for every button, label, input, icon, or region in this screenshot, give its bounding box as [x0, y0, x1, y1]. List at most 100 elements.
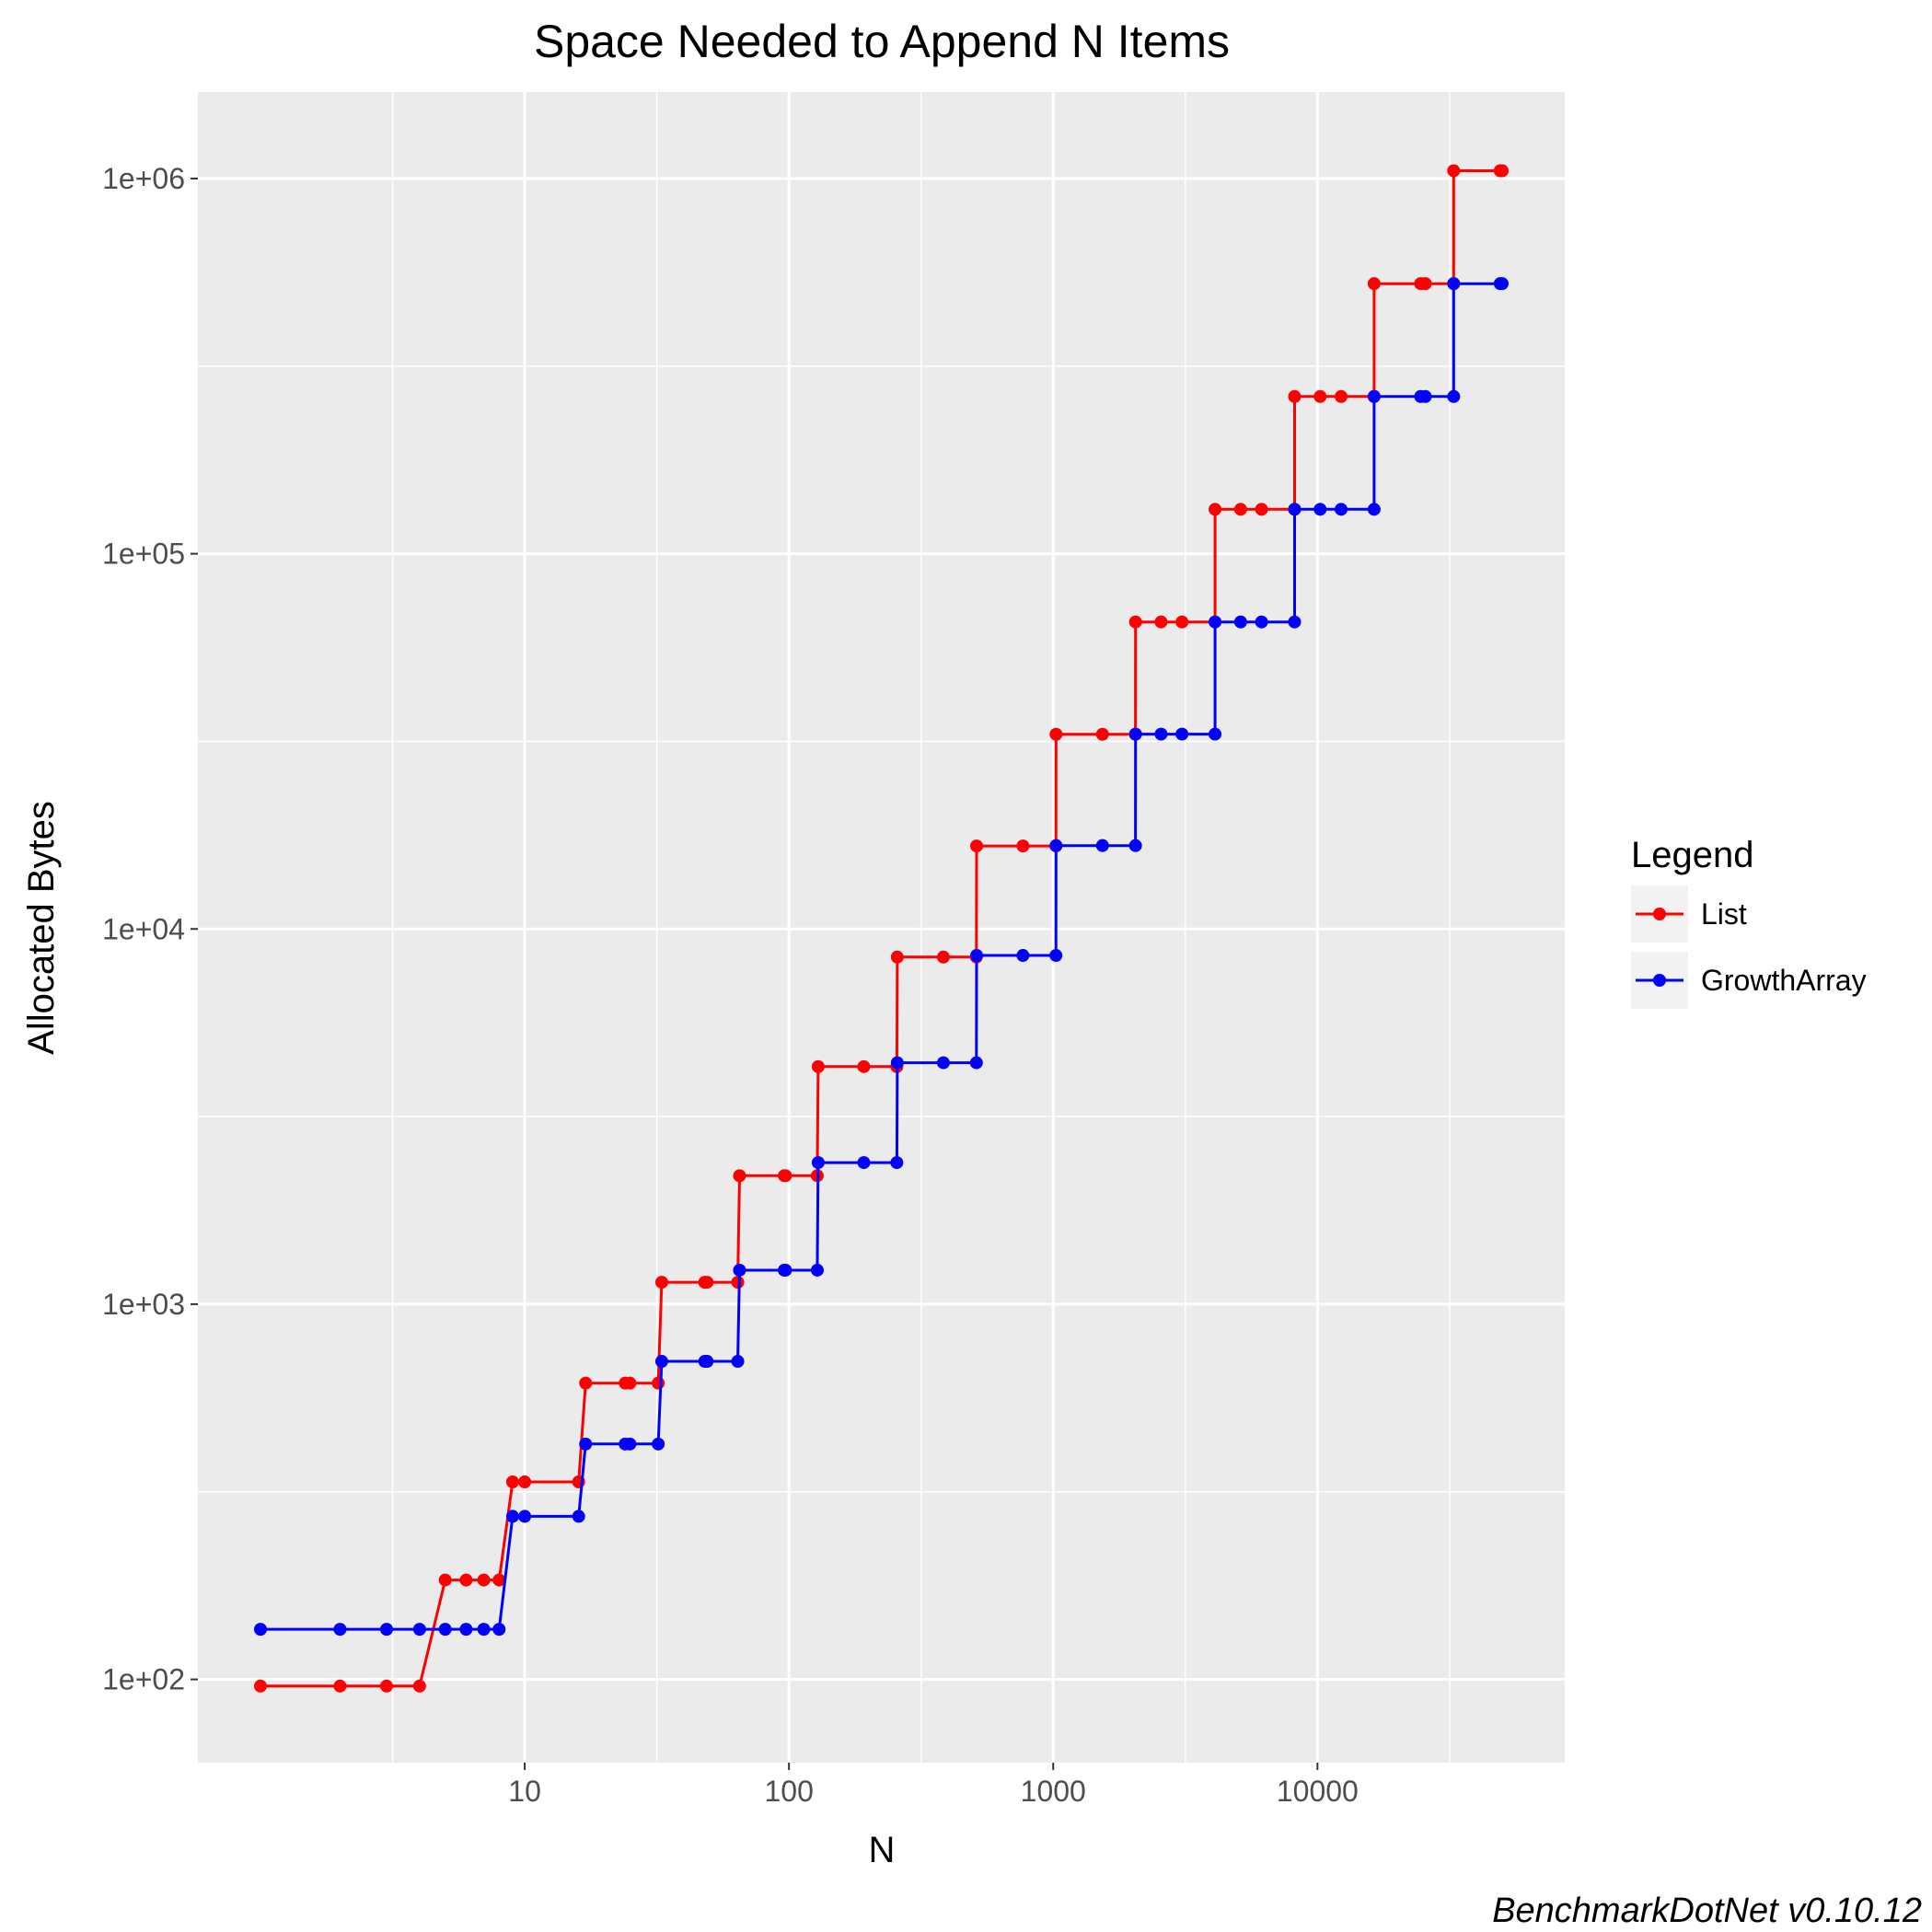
legend-key-point [1653, 908, 1666, 920]
data-point-growtharray [1288, 615, 1301, 629]
data-point-growtharray [412, 1623, 426, 1637]
data-point-growtharray [333, 1623, 347, 1637]
data-point-list [1209, 503, 1222, 516]
data-point-list [438, 1573, 452, 1587]
y-tick-label: 1e+02 [102, 1663, 185, 1696]
data-point-list [1175, 615, 1189, 629]
data-point-list [1255, 503, 1268, 516]
data-point-growtharray [1233, 615, 1247, 629]
data-point-list [1447, 164, 1461, 178]
gridlines [198, 92, 1565, 1763]
data-point-growtharray [654, 1355, 668, 1369]
y-axis-title: Allocated Bytes [21, 801, 62, 1055]
legend-key-point [1653, 974, 1666, 987]
data-point-growtharray [779, 1263, 792, 1277]
data-point-growtharray [518, 1510, 532, 1523]
data-point-list [254, 1679, 267, 1693]
data-point-growtharray [492, 1623, 506, 1637]
data-point-list [1367, 277, 1381, 291]
y-tick-label: 1e+04 [102, 912, 185, 945]
legend-label-list: List [1701, 897, 1747, 931]
x-tick-label: 1000 [1021, 1775, 1086, 1808]
data-point-growtharray [438, 1623, 452, 1637]
data-point-growtharray [254, 1623, 267, 1637]
data-point-growtharray [1016, 949, 1030, 963]
data-point-growtharray [1447, 389, 1461, 403]
data-point-growtharray [379, 1623, 393, 1637]
data-point-list [1418, 277, 1432, 291]
data-point-growtharray [890, 1156, 904, 1170]
data-point-growtharray [700, 1355, 714, 1369]
data-point-list [1095, 727, 1109, 741]
data-point-growtharray [1313, 503, 1327, 516]
data-point-list [1049, 727, 1063, 741]
data-point-list [700, 1276, 714, 1290]
data-point-growtharray [810, 1263, 824, 1277]
data-point-growtharray [1209, 727, 1222, 741]
data-point-list [654, 1276, 668, 1290]
data-point-growtharray [731, 1355, 745, 1369]
data-point-growtharray [1209, 615, 1222, 629]
data-point-list [1128, 615, 1142, 629]
data-point-growtharray [1447, 277, 1461, 291]
data-point-growtharray [1154, 727, 1168, 741]
data-point-growtharray [1049, 839, 1063, 852]
data-point-growtharray [970, 949, 984, 963]
data-point-list [1233, 503, 1247, 516]
data-point-growtharray [1367, 503, 1381, 516]
data-point-growtharray [623, 1437, 637, 1451]
data-point-growtharray [1095, 839, 1109, 852]
data-point-list [779, 1169, 792, 1183]
data-point-list [1313, 389, 1327, 403]
data-point-list [811, 1059, 825, 1073]
data-point-list [477, 1573, 491, 1587]
data-point-growtharray [1367, 389, 1381, 403]
data-point-growtharray [936, 1056, 950, 1070]
data-point-growtharray [1128, 727, 1142, 741]
data-point-list [970, 839, 984, 853]
data-point-growtharray [505, 1510, 519, 1523]
x-tick-label: 10000 [1277, 1775, 1359, 1808]
data-point-list [1496, 164, 1509, 178]
caption: BenchmarkDotNet v0.10.12 [1492, 1892, 1922, 1930]
data-point-list [379, 1679, 393, 1693]
data-point-growtharray [890, 1056, 904, 1070]
chart-title: Space Needed to Append N Items [534, 16, 1230, 67]
data-point-list [733, 1169, 746, 1183]
data-point-list [459, 1573, 473, 1587]
x-tick-label: 100 [764, 1775, 813, 1808]
data-point-growtharray [572, 1510, 585, 1523]
data-point-list [518, 1475, 532, 1488]
data-point-growtharray [1128, 839, 1142, 852]
y-tick-label: 1e+06 [102, 162, 185, 195]
plot-panel [198, 92, 1565, 1763]
data-point-growtharray [1418, 389, 1432, 403]
data-point-growtharray [652, 1437, 665, 1451]
data-point-list [1154, 615, 1168, 629]
data-point-growtharray [1496, 277, 1509, 291]
data-point-growtharray [579, 1437, 593, 1451]
y-tick-label: 1e+05 [102, 538, 185, 571]
series-layer [254, 164, 1509, 1693]
data-point-list [1335, 389, 1348, 403]
data-point-list [492, 1573, 506, 1587]
data-point-list [652, 1376, 665, 1390]
data-point-list [333, 1679, 347, 1693]
data-point-growtharray [1175, 727, 1189, 741]
y-tick-label: 1e+03 [102, 1288, 185, 1321]
legend-label-growtharray: GrowthArray [1701, 964, 1867, 997]
data-point-growtharray [477, 1623, 491, 1637]
x-axis-title: N [869, 1830, 896, 1870]
data-point-list [579, 1376, 593, 1390]
data-point-list [731, 1276, 745, 1290]
data-point-growtharray [1255, 615, 1268, 629]
data-point-growtharray [1288, 503, 1301, 516]
data-point-growtharray [733, 1263, 746, 1277]
data-point-list [936, 950, 950, 964]
legend-title: Legend [1631, 835, 1753, 875]
data-point-growtharray [811, 1156, 825, 1170]
data-point-growtharray [1335, 503, 1348, 516]
data-point-list [505, 1475, 519, 1488]
data-point-list [890, 950, 904, 964]
